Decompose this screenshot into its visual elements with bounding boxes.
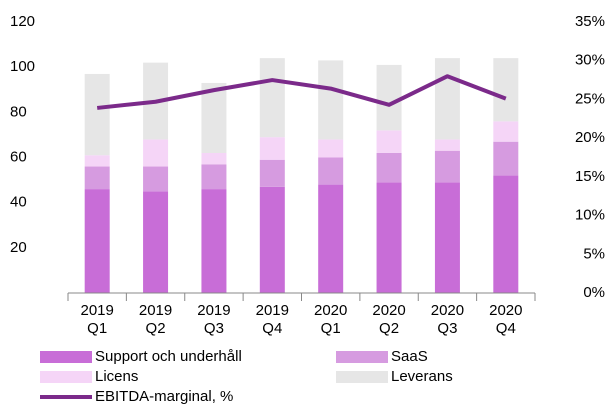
legend-label: SaaS [391, 348, 428, 365]
bar [493, 141, 519, 176]
x-tick-label: Q4 [262, 320, 282, 337]
bar [434, 150, 460, 183]
bar [434, 182, 460, 293]
y-tick-label: 80 [10, 103, 27, 120]
x-tick-label: 2020 [314, 302, 347, 319]
bar [201, 82, 227, 153]
bar [201, 152, 227, 165]
legend-label: EBITDA-marginal, % [95, 388, 233, 405]
legend-swatch [336, 351, 388, 363]
y2-tick-label: 5% [583, 245, 605, 262]
bar [259, 186, 285, 293]
y-tick-label: 120 [10, 13, 35, 30]
bar [201, 164, 227, 190]
line [96, 74, 507, 110]
bar [434, 139, 460, 151]
bar [143, 139, 169, 167]
bar [376, 64, 402, 131]
bar [434, 58, 460, 140]
bar [318, 60, 344, 140]
y2-tick-label: 30% [575, 52, 605, 69]
y2-tick-label: 35% [575, 13, 605, 30]
y2-tick-label: 15% [575, 168, 605, 185]
bar [201, 189, 227, 293]
bar [259, 137, 285, 160]
bar [143, 191, 169, 293]
x-tick-label: 2019 [256, 302, 289, 319]
bar [143, 166, 169, 192]
legend-swatch [336, 371, 388, 383]
y-tick-label: 100 [10, 58, 35, 75]
legend-swatch [40, 351, 92, 363]
legend-label: Leverans [391, 368, 453, 385]
bar [493, 121, 519, 142]
x-tick-label: 2020 [372, 302, 405, 319]
y2-tick-label: 20% [575, 129, 605, 146]
bar [376, 130, 402, 153]
bar [318, 139, 344, 158]
bar [493, 58, 519, 122]
bar [259, 58, 285, 138]
y-tick-label: 60 [10, 148, 27, 165]
y2-tick-label: 0% [583, 284, 605, 301]
y-tick-label: 20 [10, 239, 27, 256]
x-tick-label: 2019 [81, 302, 114, 319]
bar [493, 175, 519, 293]
x-tick-label: Q2 [379, 320, 399, 337]
x-tick-label: 2020 [431, 302, 464, 319]
x-tick-label: Q3 [204, 320, 224, 337]
x-tick-label: Q1 [321, 320, 341, 337]
x-tick-label: Q3 [437, 320, 457, 337]
x-tick-label: Q2 [146, 320, 166, 337]
bar [84, 73, 110, 156]
bar [318, 157, 344, 185]
x-tick-label: Q4 [496, 320, 516, 337]
bar [376, 152, 402, 183]
bar [84, 189, 110, 293]
y2-tick-label: 25% [575, 90, 605, 107]
legend-label: Licens [95, 368, 138, 385]
y2-tick-label: 10% [575, 207, 605, 224]
bar [84, 155, 110, 167]
legend-swatch [40, 371, 92, 383]
x-tick-label: 2019 [197, 302, 230, 319]
x-tick-label: 2020 [489, 302, 522, 319]
x-tick-label: Q1 [87, 320, 107, 337]
bar [376, 182, 402, 293]
bar [259, 159, 285, 187]
bar [318, 184, 344, 293]
x-tick-label: 2019 [139, 302, 172, 319]
y-tick-label: 40 [10, 194, 27, 211]
legend-label: Support och underhåll [95, 348, 242, 365]
bar [84, 166, 110, 190]
